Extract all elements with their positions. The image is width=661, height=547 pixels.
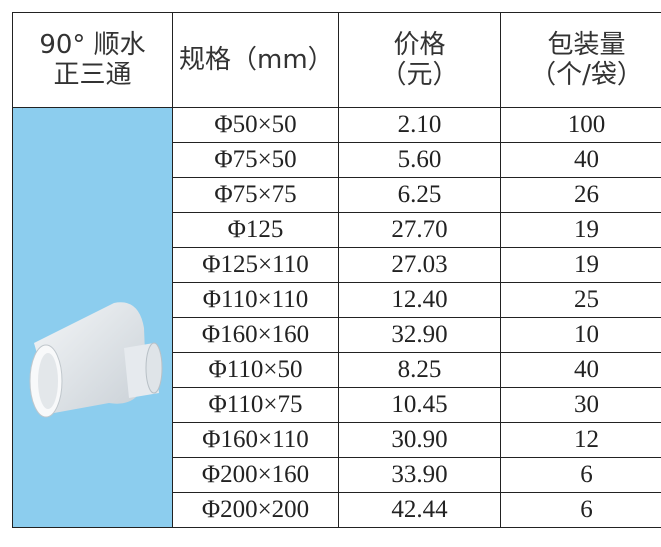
price-cell: 42.44 <box>338 492 501 528</box>
header-text: 价格 <box>393 30 446 60</box>
table-row: Φ75×50 5.60 40 <box>13 142 661 178</box>
pack-cell: 10 <box>500 317 661 353</box>
header-product: 90° 顺水 正三通 <box>12 12 173 108</box>
price-table: 90° 顺水 正三通 规格（mm） 价格 （元） 包装量 （个/袋） Φ50×50 2.… <box>12 12 661 528</box>
table-row: Φ200×200 42.44 6 <box>13 492 661 528</box>
price-cell: 8.25 <box>338 352 501 388</box>
header-text: 包装量 <box>547 30 626 60</box>
spec-cell: Φ50×50 <box>172 107 339 143</box>
pack-cell: 40 <box>500 352 661 388</box>
header-price: 价格 （元） <box>338 12 501 108</box>
pack-cell: 6 <box>500 492 661 528</box>
table-row: Φ160×110 30.90 12 <box>13 422 661 458</box>
header-pack: 包装量 （个/袋） <box>500 12 661 108</box>
header-text: 90° 顺水 <box>39 30 146 60</box>
pack-cell: 25 <box>500 282 661 318</box>
price-cell: 5.60 <box>338 142 501 178</box>
price-sheet: 90° 顺水 正三通 规格（mm） 价格 （元） 包装量 （个/袋） Φ50×50 2.… <box>12 12 661 547</box>
spec-cell: Φ125×110 <box>172 247 339 283</box>
header-text: 正三通 <box>53 60 132 90</box>
header-text: 规格（mm） <box>179 45 334 75</box>
pack-cell: 6 <box>500 457 661 493</box>
spec-cell: Φ200×200 <box>172 492 339 528</box>
spec-cell: Φ75×50 <box>172 142 339 178</box>
price-cell: 32.90 <box>338 317 501 353</box>
table-row: Φ50×50 2.10 100 <box>12 107 661 528</box>
pack-cell: 26 <box>500 177 661 213</box>
header-row: 90° 顺水 正三通 规格（mm） 价格 （元） 包装量 （个/袋） <box>12 12 661 108</box>
table-row: Φ160×160 32.90 10 <box>13 317 661 353</box>
table-row: Φ110×50 8.25 40 <box>13 352 661 388</box>
spec-cell: Φ125 <box>172 212 339 248</box>
spec-cell: Φ75×75 <box>172 177 339 213</box>
pack-cell: 40 <box>500 142 661 178</box>
pack-cell: 100 <box>500 107 661 143</box>
table-body: 90° 顺水 正三通 规格（mm） 价格 （元） 包装量 （个/袋） Φ50×50 2.… <box>12 12 661 528</box>
table-row: Φ200×160 33.90 6 <box>13 457 661 493</box>
pack-cell: 30 <box>500 387 661 423</box>
spec-cell: Φ110×50 <box>172 352 339 388</box>
header-text: （个/袋） <box>530 60 643 90</box>
price-cell: 30.90 <box>338 422 501 458</box>
table-row: Φ110×110 12.40 25 <box>13 282 661 318</box>
price-cell: 27.70 <box>338 212 501 248</box>
pack-cell: 19 <box>500 247 661 283</box>
spec-cell: Φ110×110 <box>172 282 339 318</box>
spec-cell: Φ110×75 <box>172 387 339 423</box>
pipe-inner <box>37 353 58 409</box>
header-text: （元） <box>380 60 459 90</box>
price-cell: 27.03 <box>338 247 501 283</box>
price-cell: 12.40 <box>338 282 501 318</box>
pack-cell: 19 <box>500 212 661 248</box>
product-image-cell <box>12 107 173 528</box>
header-spec: 规格（mm） <box>172 12 339 108</box>
spec-cell: Φ160×160 <box>172 317 339 353</box>
table-row: Φ125×110 27.03 19 <box>13 247 661 283</box>
price-cell: 10.45 <box>338 387 501 423</box>
branch-end <box>145 342 162 394</box>
table-row: Φ110×75 10.45 30 <box>13 387 661 423</box>
pack-cell: 12 <box>500 422 661 458</box>
price-cell: 33.90 <box>338 457 501 493</box>
price-cell: 2.10 <box>338 107 501 143</box>
price-cell: 6.25 <box>338 177 501 213</box>
pipe-tee-image <box>29 302 162 418</box>
spec-cell: Φ160×110 <box>172 422 339 458</box>
spec-cell: Φ200×160 <box>172 457 339 493</box>
